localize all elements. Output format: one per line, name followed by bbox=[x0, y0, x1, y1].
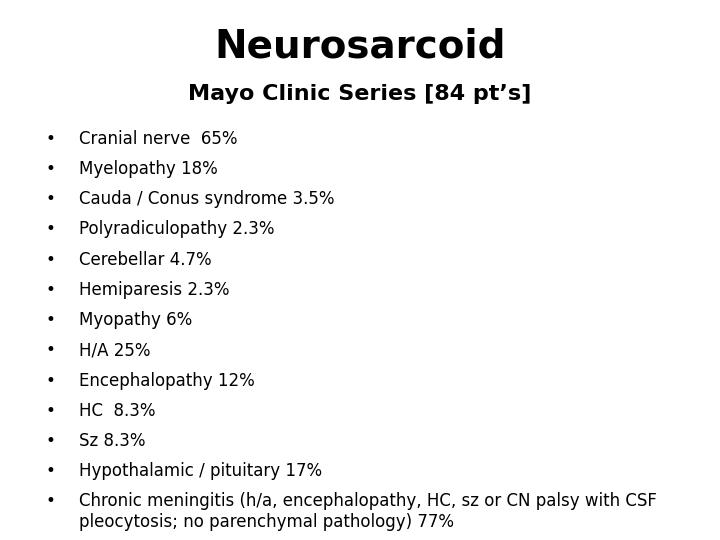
Text: Myopathy 6%: Myopathy 6% bbox=[79, 311, 192, 329]
Text: •: • bbox=[45, 130, 55, 147]
Text: •: • bbox=[45, 432, 55, 450]
Text: Hypothalamic / pituitary 17%: Hypothalamic / pituitary 17% bbox=[79, 462, 323, 480]
Text: Mayo Clinic Series [84 pt’s]: Mayo Clinic Series [84 pt’s] bbox=[189, 84, 531, 104]
Text: Polyradiculopathy 2.3%: Polyradiculopathy 2.3% bbox=[79, 220, 275, 238]
Text: •: • bbox=[45, 402, 55, 420]
Text: Neurosarcoid: Neurosarcoid bbox=[215, 27, 505, 65]
Text: •: • bbox=[45, 220, 55, 238]
Text: Myelopathy 18%: Myelopathy 18% bbox=[79, 160, 218, 178]
Text: Cranial nerve  65%: Cranial nerve 65% bbox=[79, 130, 238, 147]
Text: •: • bbox=[45, 462, 55, 480]
Text: Encephalopathy 12%: Encephalopathy 12% bbox=[79, 372, 255, 389]
Text: •: • bbox=[45, 341, 55, 359]
Text: HC  8.3%: HC 8.3% bbox=[79, 402, 156, 420]
Text: •: • bbox=[45, 281, 55, 299]
Text: H/A 25%: H/A 25% bbox=[79, 341, 150, 359]
Text: Cauda / Conus syndrome 3.5%: Cauda / Conus syndrome 3.5% bbox=[79, 190, 335, 208]
Text: Cerebellar 4.7%: Cerebellar 4.7% bbox=[79, 251, 212, 268]
Text: Chronic meningitis (h/a, encephalopathy, HC, sz or CN palsy with CSF
pleocytosis: Chronic meningitis (h/a, encephalopathy,… bbox=[79, 492, 657, 531]
Text: •: • bbox=[45, 372, 55, 389]
Text: Hemiparesis 2.3%: Hemiparesis 2.3% bbox=[79, 281, 230, 299]
Text: •: • bbox=[45, 311, 55, 329]
Text: •: • bbox=[45, 492, 55, 510]
Text: •: • bbox=[45, 160, 55, 178]
Text: •: • bbox=[45, 251, 55, 268]
Text: Sz 8.3%: Sz 8.3% bbox=[79, 432, 145, 450]
Text: •: • bbox=[45, 190, 55, 208]
